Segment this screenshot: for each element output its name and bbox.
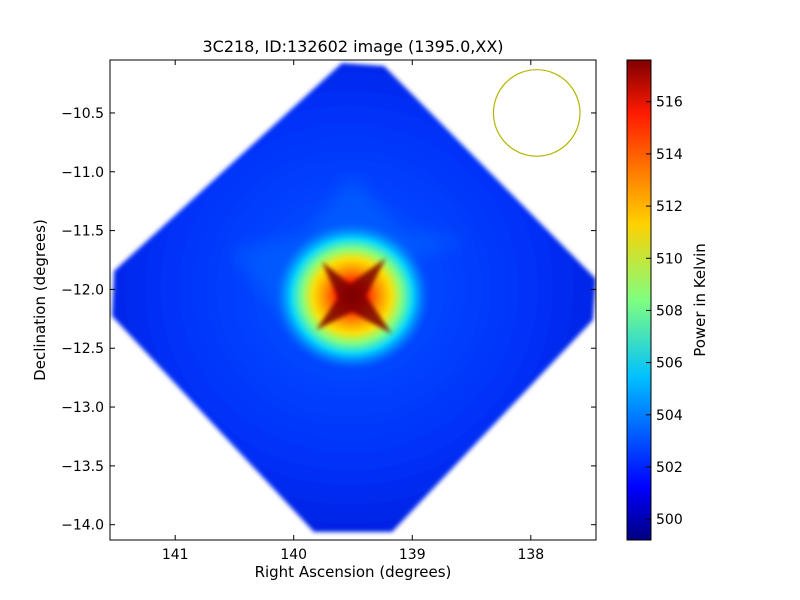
colorbar-tick-label: 516 <box>656 95 683 111</box>
y-tick-label: −10.5 <box>61 106 104 122</box>
y-axis-label: Declination (degrees) <box>31 219 49 381</box>
colorbar-label: Power in Kelvin <box>691 243 709 357</box>
map-image <box>112 63 596 532</box>
colorbar-tick-label: 514 <box>656 147 683 163</box>
beam-circle <box>492 69 581 157</box>
colorbar-ticks: 500 502 504 506 508 510 512 514 516 <box>646 95 683 528</box>
y-tick-label: −14.0 <box>61 518 104 534</box>
x-tick-label: 138 <box>517 547 544 563</box>
map-source-core <box>316 258 392 334</box>
colorbar-tick-label: 512 <box>656 199 683 215</box>
y-tick-label: −11.5 <box>61 224 104 240</box>
x-axis-ticks: 141 140 139 138 <box>162 60 544 563</box>
x-axis-label: Right Ascension (degrees) <box>255 563 452 581</box>
x-tick-label: 141 <box>162 547 189 563</box>
y-axis-ticks: −10.5 −11.0 −11.5 −12.0 −12.5 −13.0 −13.5 −14.0 <box>61 106 596 534</box>
colorbar-tick-label: 506 <box>656 356 683 372</box>
colorbar-tick-label: 508 <box>656 303 683 319</box>
colorbar-tick-label: 502 <box>656 460 683 476</box>
y-tick-label: −11.0 <box>61 165 104 181</box>
y-tick-label: −13.5 <box>61 459 104 475</box>
chart-title: 3C218, ID:132602 image (1395.0,XX) <box>202 37 503 56</box>
y-tick-label: −12.5 <box>61 341 104 357</box>
x-tick-label: 139 <box>399 547 426 563</box>
colorbar-tick-label: 510 <box>656 251 683 267</box>
y-tick-label: −13.0 <box>61 400 104 416</box>
colorbar <box>626 59 652 541</box>
x-tick-label: 140 <box>280 547 307 563</box>
plot-frame <box>109 59 597 541</box>
colorbar-tick-label: 500 <box>656 512 683 528</box>
y-tick-label: −12.0 <box>61 282 104 298</box>
colorbar-tick-label: 504 <box>656 408 683 424</box>
